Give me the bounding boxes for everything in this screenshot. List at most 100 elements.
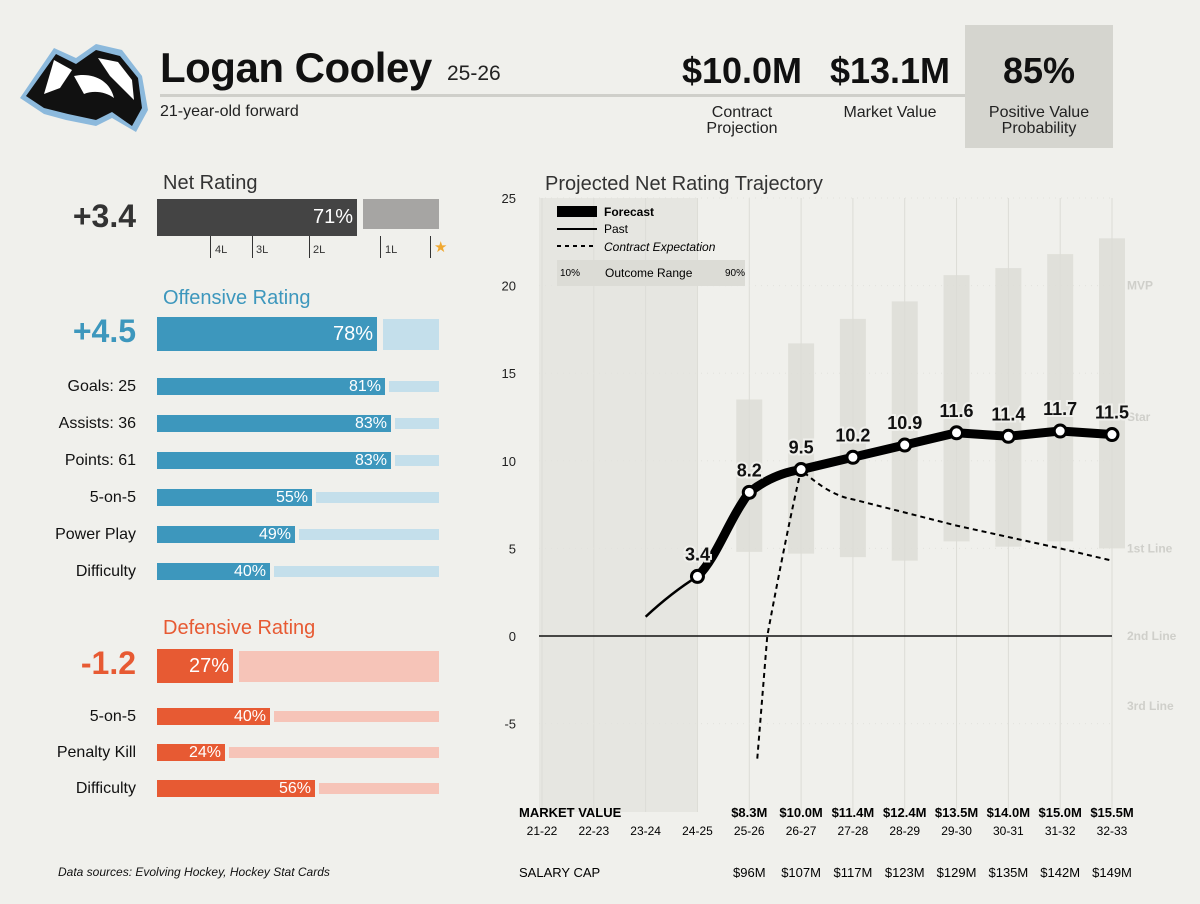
defensive-row-bar-fill (157, 708, 270, 725)
salary-cap-label: $117M (834, 865, 873, 880)
defensive-row-bar-pct: 40% (233, 708, 266, 725)
salary-cap-label: $96M (733, 865, 766, 880)
forecast-point-label: 10.9 (887, 413, 922, 433)
forecast-point-label: 8.2 (737, 460, 762, 480)
defensive-row-bar-pct: 24% (188, 744, 221, 761)
defensive-rating-bar-rest (239, 650, 439, 682)
positive-value-label-2: Probability (1001, 120, 1077, 137)
y-tick-label: 5 (509, 541, 516, 556)
x-tick-label: 27-28 (838, 824, 869, 838)
season-label: 25-26 (447, 62, 501, 85)
net-tick-3l (252, 236, 253, 258)
positive-value-box (965, 25, 1113, 148)
y-tick-label: 10 (502, 454, 516, 469)
offensive-rating-value: +4.5 (72, 313, 136, 349)
x-tick-label: 30-31 (993, 824, 1024, 838)
salary-cap-label: $135M (988, 865, 1028, 880)
x-tick-label: 23-24 (630, 824, 661, 838)
defensive-row-bar: 40% (157, 708, 439, 725)
forecast-point-label: 10.2 (835, 425, 870, 445)
net-tick-label-3l: 3L (256, 244, 269, 256)
offensive-row-bar-fill (157, 452, 391, 469)
offensive-row-bar-fill (157, 378, 385, 395)
net-tick-2l (309, 236, 310, 258)
defensive-row-bar: 24% (157, 744, 439, 761)
x-tick-label: 29-30 (941, 824, 972, 838)
contract-projection-label-1: Contract (711, 104, 773, 121)
market-value-title: MARKET VALUE (519, 805, 622, 820)
net-tick-label-1l: 1L (385, 244, 398, 256)
offensive-row-label: Goals: 25 (67, 378, 136, 395)
defensive-rating-bar: 27% (157, 649, 439, 683)
defensive-rating-bar-fill (157, 649, 233, 683)
tier-label: Star (1127, 410, 1151, 424)
outcome-range-bar (1047, 254, 1074, 542)
offensive-row-bar: 49% (157, 526, 439, 543)
net-tick-label-2l: 2L (313, 244, 326, 256)
forecast-point-label: 11.6 (940, 401, 974, 421)
outcome-range-bar (1099, 238, 1125, 549)
contract-projection-value: $10.0M (681, 50, 803, 91)
forecast-point-label: 11.7 (1043, 399, 1077, 419)
net-tick-1l (380, 236, 381, 258)
legend-range-low: 10% (560, 268, 580, 279)
offensive-row-bar-fill (157, 489, 312, 506)
net-rating-bar: 71% (157, 199, 439, 236)
defensive-rating-title: Defensive Rating (163, 617, 316, 639)
offensive-rating-bar-fill (157, 317, 377, 351)
legend-forecast-swatch (557, 206, 597, 217)
header-divider (160, 94, 970, 97)
defensive-row-label: Penalty Kill (56, 744, 136, 761)
forecast-point-label: 11.4 (991, 404, 1025, 424)
offensive-row-bar-rest (395, 455, 439, 466)
net-rating-pct: 71% (312, 206, 353, 228)
market-value-label: $8.3M (731, 805, 767, 820)
offensive-rating-title: Offensive Rating (163, 287, 311, 309)
tier-label: 3rd Line (1127, 699, 1174, 713)
defensive-row-bar-fill (157, 780, 315, 797)
y-tick-label: -5 (504, 717, 516, 732)
net-rating-bar-rest (363, 199, 439, 229)
team-logo-icon (20, 44, 148, 132)
player-name: Logan Cooley (160, 44, 432, 91)
market-value-label: $12.4M (883, 805, 926, 820)
offensive-row-bar-pct: 49% (258, 526, 291, 543)
defensive-row-bar-fill (157, 744, 225, 761)
tier-label: MVP (1127, 279, 1153, 293)
offensive-row-label: Difficulty (75, 563, 136, 580)
offensive-row-bar-rest (316, 492, 439, 503)
legend-range-swatch (557, 260, 745, 286)
salary-cap-label: $107M (781, 865, 821, 880)
offensive-row-bar-pct: 83% (354, 452, 387, 469)
contract-expectation-line (756, 467, 1113, 759)
player-subtitle: 21-year-old forward (160, 103, 299, 120)
market-value-label: $13.5M (935, 805, 978, 820)
salary-cap-label: $142M (1040, 865, 1080, 880)
net-tick-star (430, 236, 431, 258)
offensive-row-bar-rest (389, 381, 439, 392)
market-value-value: $13.1M (829, 50, 951, 91)
outcome-range-bar (736, 399, 763, 552)
forecast-point (949, 425, 965, 441)
offensive-row-bar-fill (157, 526, 295, 543)
net-rating-value: +3.4 (72, 198, 136, 234)
offensive-rating-bar: 78% (157, 317, 439, 351)
forecast-point-label: 11.5 (1095, 403, 1129, 423)
offensive-row-bar: 55% (157, 489, 439, 506)
market-value-label: Market Value (843, 104, 937, 121)
defensive-row-label: 5-on-5 (89, 708, 136, 725)
forecast-point (741, 484, 757, 500)
forecast-point (897, 437, 913, 453)
y-tick-label: 15 (502, 366, 516, 381)
x-tick-label: 28-29 (889, 824, 920, 838)
offensive-rating-bar-rest (383, 318, 439, 350)
defensive-row-bar-rest (319, 783, 439, 794)
positive-value-label-1: Positive Value (988, 104, 1090, 121)
star-icon: ★ (434, 239, 448, 256)
contract-projection-label-2: Projection (706, 120, 778, 137)
forecast-point (1052, 423, 1068, 439)
market-value-label: $11.4M (832, 805, 875, 820)
offensive-row-label: Points: 61 (64, 452, 136, 469)
defensive-row-bar-pct: 56% (278, 780, 311, 797)
offensive-row-bar-rest (299, 529, 439, 540)
